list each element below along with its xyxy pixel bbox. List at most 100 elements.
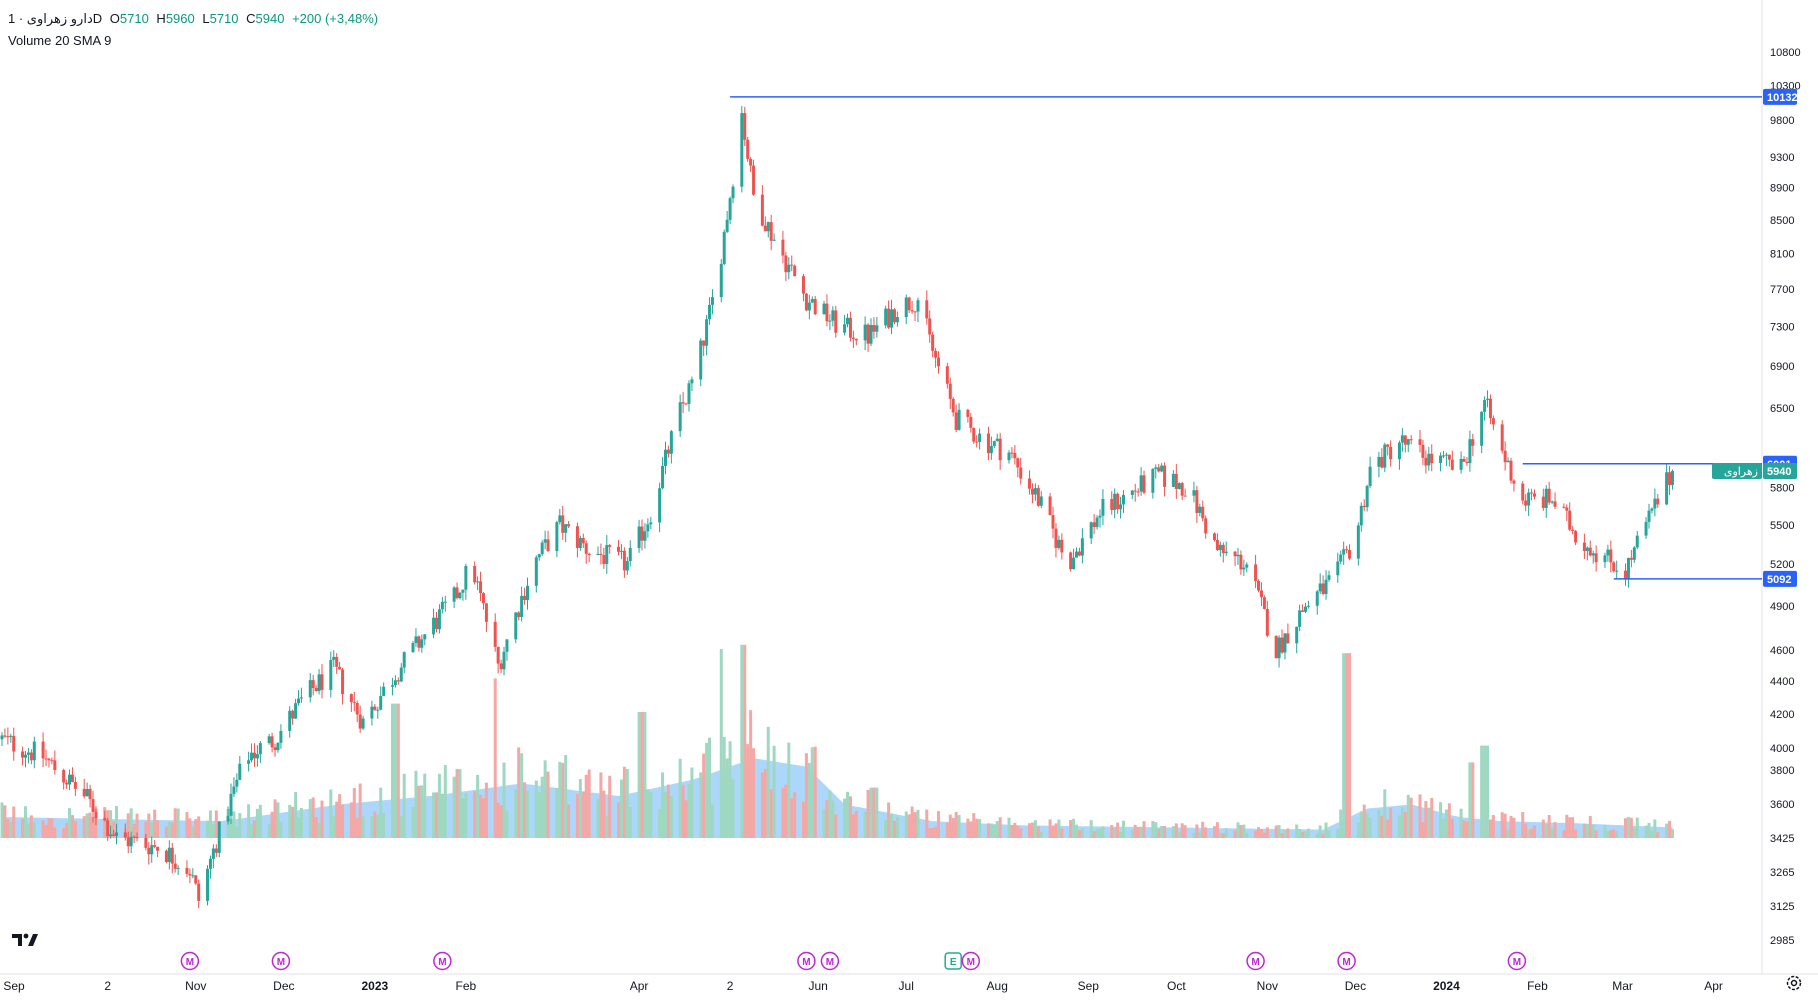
open-value: 5710 xyxy=(119,11,149,26)
volume-bar xyxy=(749,710,753,838)
candle-body xyxy=(790,264,794,266)
candle-body xyxy=(496,646,500,664)
volume-bar xyxy=(1233,830,1237,838)
candle-body xyxy=(1377,456,1381,467)
volume-bar xyxy=(493,678,497,838)
volume-bar xyxy=(1136,827,1140,838)
candle-body xyxy=(479,581,483,594)
candle-body xyxy=(804,293,808,311)
candle-body xyxy=(402,652,406,668)
volume-bar xyxy=(1612,829,1616,838)
horizontal-lines[interactable] xyxy=(730,96,1762,580)
volume-bar xyxy=(329,789,333,838)
volume-bar xyxy=(299,807,303,838)
volume-bar xyxy=(88,812,92,838)
volume-bar xyxy=(1400,807,1404,838)
candle-body xyxy=(164,850,168,863)
candle-body xyxy=(156,846,160,851)
candle-body xyxy=(1389,446,1393,460)
volume-bar xyxy=(355,817,359,838)
candle-body xyxy=(235,779,239,787)
volume-bar xyxy=(502,762,506,838)
volume-bar xyxy=(164,826,168,838)
volume-bar xyxy=(396,703,400,838)
candle-body xyxy=(476,581,480,583)
candle-body xyxy=(575,526,579,548)
candle-body xyxy=(807,302,811,311)
candle-body xyxy=(781,239,785,256)
volume-bar xyxy=(21,818,25,838)
candle-body xyxy=(1588,547,1592,556)
candle-body xyxy=(743,113,747,140)
volume-bar xyxy=(884,820,888,838)
candle-body xyxy=(1615,570,1619,572)
volume-bar xyxy=(910,806,914,838)
time-tick-label: 2 xyxy=(727,979,734,993)
candle-body xyxy=(85,788,89,797)
volume-bar xyxy=(578,779,582,838)
time-axis[interactable]: Sep 2 Nov Dec 2023 Feb Apr 2 Jun Jul Aug Sep Oct Nov D… xyxy=(3,979,1723,993)
volume-bar xyxy=(314,817,318,838)
candle-body xyxy=(1397,442,1401,460)
candle-body xyxy=(702,340,706,346)
volume-bar xyxy=(904,811,908,838)
candle-body xyxy=(928,318,932,335)
volume-bar xyxy=(725,758,729,838)
candle-body xyxy=(605,545,609,565)
candle-body xyxy=(267,736,271,744)
volume-bar xyxy=(869,787,873,838)
candle-body xyxy=(247,760,251,764)
high-label: H xyxy=(156,11,166,26)
price-tick-label: 9300 xyxy=(1770,152,1794,164)
volume-bar xyxy=(437,773,441,838)
volume-bar xyxy=(1568,817,1572,838)
gear-icon[interactable] xyxy=(1784,973,1804,993)
candle-body xyxy=(1462,458,1466,462)
candle-body xyxy=(29,752,33,761)
tradingview-logo-icon[interactable] xyxy=(10,928,40,952)
symbol-title[interactable]: دارو زهراوی · 1D xyxy=(8,11,103,26)
volume-bar xyxy=(760,772,764,838)
candle-body xyxy=(746,139,750,159)
volume-bar xyxy=(1016,826,1020,838)
candle-body xyxy=(1007,452,1011,461)
volume-indicator-label[interactable]: Volume 20 SMA 9 xyxy=(8,33,112,48)
volume-bar xyxy=(1301,831,1305,838)
candle-body xyxy=(208,858,212,869)
volume-bar xyxy=(1512,817,1516,838)
price-axis[interactable]: 1080010300980093008900850081007700730069… xyxy=(1712,47,1801,947)
volume-bar xyxy=(1500,812,1504,838)
candle-body xyxy=(1315,591,1319,606)
candle-body xyxy=(1670,470,1674,485)
candle-body xyxy=(1057,539,1061,548)
volume-bar xyxy=(916,809,920,838)
candle-body xyxy=(206,868,210,901)
candle-body xyxy=(622,550,626,571)
candle-body xyxy=(854,338,858,341)
marker-letter: M xyxy=(826,957,834,968)
candle-body xyxy=(596,553,600,556)
candle-body xyxy=(831,310,835,321)
volume-bar xyxy=(1113,827,1117,838)
volume-bar xyxy=(1077,830,1081,838)
candle-body xyxy=(1069,552,1073,570)
volume-bar xyxy=(1180,823,1184,838)
candle-body xyxy=(1480,411,1484,446)
candle-body xyxy=(1060,539,1064,553)
volume-bar xyxy=(1089,820,1093,838)
candle-body xyxy=(1359,505,1363,526)
volume-bar xyxy=(176,808,180,838)
candle-body xyxy=(1650,508,1654,511)
volume-bar xyxy=(1218,833,1222,838)
volume-bar xyxy=(214,810,218,838)
candle-body xyxy=(23,754,27,758)
candle-body xyxy=(937,357,941,367)
volume-bar xyxy=(801,802,805,838)
volume-bar xyxy=(966,818,970,838)
volume-bar xyxy=(255,808,259,838)
volume-bar xyxy=(185,812,189,838)
candle-body xyxy=(414,636,418,644)
